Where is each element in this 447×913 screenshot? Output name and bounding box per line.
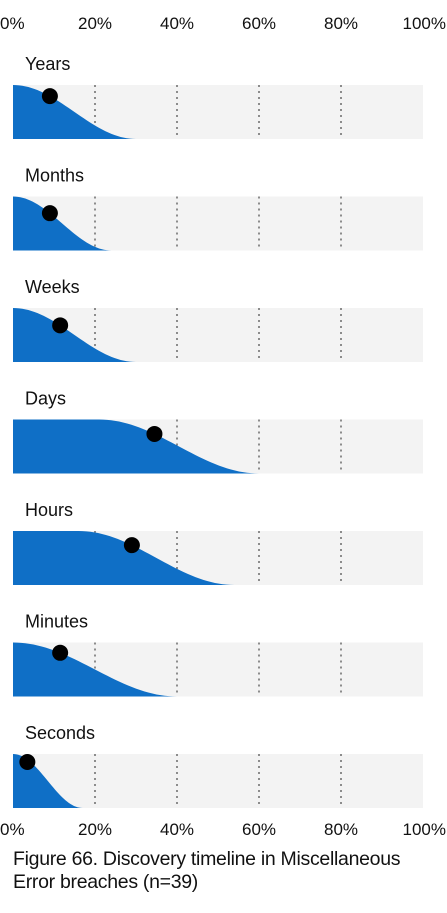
row-label-weeks: Weeks [25,277,80,297]
row-label-months: Months [25,166,84,186]
area-days [13,419,259,474]
row-label-years: Years [25,54,70,74]
row-label-hours: Hours [25,500,73,520]
x-tick-bottom-0: 0% [0,820,25,839]
x-tick-bottom-80: 80% [324,820,358,839]
row-label-days: Days [25,389,66,409]
point-days [146,425,163,442]
x-tick-top-80: 80% [324,14,358,33]
row-label-minutes: Minutes [25,612,88,632]
x-tick-bottom-20: 20% [78,820,112,839]
point-minutes [52,644,69,661]
x-tick-top-0: 0% [0,14,25,33]
point-weeks [52,317,69,334]
point-hours [123,537,140,554]
dots-layer [19,88,163,770]
point-seconds [19,754,36,770]
x-axis-top: 0% 20% 40% 60% 80% 100% [0,14,446,33]
x-tick-top-60: 60% [242,14,276,33]
point-years [41,88,58,105]
point-months [41,205,58,222]
area-weeks [13,308,136,362]
row-label-seconds: Seconds [25,723,95,743]
labels-layer: Years Months Weeks Days Hours Minutes Seconds [25,54,95,743]
x-axis-bottom: 0% 20% 40% 60% 80% 100% [0,820,446,839]
x-tick-top-20: 20% [78,14,112,33]
x-tick-bottom-40: 40% [160,820,194,839]
x-tick-top-40: 40% [160,14,194,33]
band-seconds [13,754,423,808]
x-tick-top-100: 100% [403,14,446,33]
x-tick-bottom-60: 60% [242,820,276,839]
area-hours [13,531,235,585]
x-tick-bottom-100: 100% [403,820,446,839]
area-months [13,196,112,251]
figure-caption: Figure 66. Discovery timeline in Miscell… [13,848,401,893]
